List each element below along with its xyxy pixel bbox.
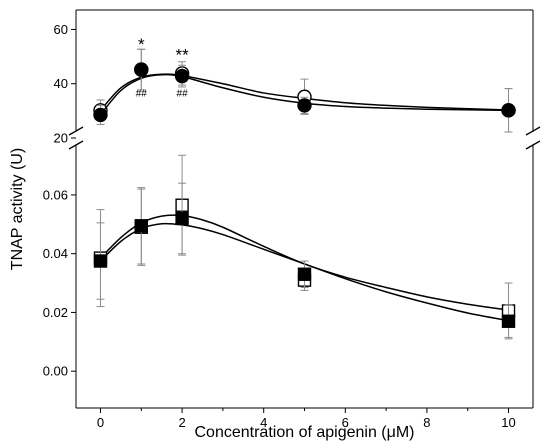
data-point: [174, 68, 190, 84]
data-point: [93, 254, 108, 268]
significance-hash-label: ##: [136, 88, 148, 99]
x-tick-label: 2: [178, 415, 185, 430]
data-point: [175, 211, 189, 226]
y-tick-label: 0.06: [43, 187, 68, 202]
chart-panels: 20 40 60 * ## ** ## 0.00 0.02 0.04 0.06: [43, 22, 516, 379]
y-tick-label: 0.00: [43, 364, 68, 379]
x-tick-label: 10: [501, 415, 515, 430]
y-tick-label: 60: [54, 22, 68, 37]
significance-star-label: *: [138, 35, 145, 54]
series-open-square: [93, 154, 516, 340]
y-tick-label: 40: [54, 76, 68, 91]
data-point: [501, 103, 516, 118]
panel-lower: 0.00 0.02 0.04 0.06: [43, 154, 516, 379]
axis-break-mark: [525, 126, 541, 136]
axis-break-mark: [525, 140, 541, 150]
fit-curve: [99, 73, 509, 111]
x-tick-label: 8: [423, 415, 430, 430]
data-point: [134, 219, 148, 233]
data-point: [134, 62, 149, 77]
panel-upper: 20 40 60 * ## ** ##: [54, 22, 516, 146]
data-point: [297, 98, 312, 113]
x-axis: 0 2 4 6 8 10: [97, 408, 516, 430]
y-tick-label: 0.02: [43, 305, 68, 320]
series-open-circle: [93, 48, 516, 133]
data-point: [297, 267, 312, 281]
data-point: [501, 314, 516, 328]
significance-hash-label: ##: [177, 88, 189, 99]
y-tick-label: 20: [54, 131, 68, 146]
y-tick-label: 0.04: [43, 246, 68, 261]
series-filled-circle: [93, 48, 516, 133]
data-point: [93, 107, 108, 123]
fit-curve: [99, 73, 509, 116]
x-tick-label: 6: [342, 415, 349, 430]
significance-star-label: **: [175, 46, 189, 65]
axis-break-mark: [68, 126, 84, 136]
axis-break-mark: [68, 140, 84, 150]
x-axis-title: Concentration of apigenin (μM): [195, 424, 415, 441]
series-filled-square: [93, 182, 516, 338]
x-tick-label: 0: [97, 415, 104, 430]
y-axis-title: TNAP activity (U): [9, 148, 26, 270]
x-tick-label: 4: [260, 415, 267, 430]
